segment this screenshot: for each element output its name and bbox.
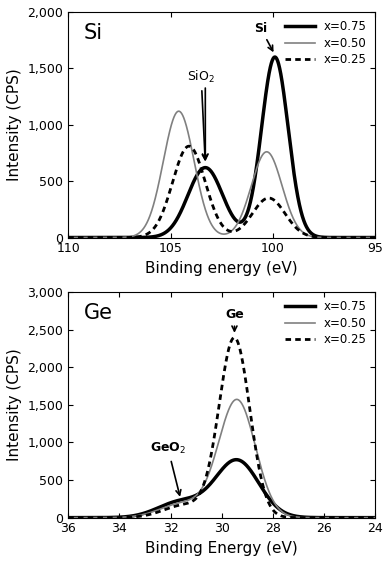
x=0.75 — [197, 490, 202, 497]
x=0.75 — [184, 495, 188, 502]
x=0.50 — [373, 514, 378, 521]
x=0.25 — [101, 234, 106, 241]
x=0.25 — [334, 514, 339, 521]
x=0.25 — [334, 234, 339, 241]
x=0.75 — [119, 234, 124, 241]
x=0.25 — [373, 234, 378, 241]
Text: GeO$_2$: GeO$_2$ — [150, 441, 186, 495]
x=0.75 — [367, 234, 372, 241]
Text: Ge: Ge — [83, 303, 113, 323]
x=0.25 — [197, 491, 202, 498]
x=0.25 — [367, 514, 372, 521]
x=0.50 — [197, 489, 202, 495]
x=0.75 — [334, 234, 339, 241]
x=0.75 — [66, 514, 71, 521]
Line: x=0.50: x=0.50 — [68, 399, 375, 517]
x=0.25 — [66, 514, 71, 521]
Y-axis label: Intensity (CPS): Intensity (CPS) — [7, 348, 22, 461]
x=0.75 — [334, 514, 339, 521]
x=0.25 — [197, 159, 202, 166]
x=0.75 — [119, 513, 124, 520]
Text: Si: Si — [254, 21, 273, 51]
x=0.25 — [184, 144, 188, 151]
x=0.25 — [184, 501, 188, 507]
x=0.25 — [119, 514, 124, 521]
Line: x=0.75: x=0.75 — [68, 459, 375, 517]
X-axis label: Binding Energy (eV): Binding Energy (eV) — [145, 541, 298, 556]
x=0.50 — [367, 514, 372, 521]
x=0.50 — [334, 514, 339, 521]
x=0.75 — [101, 234, 106, 241]
x=0.50 — [101, 234, 106, 241]
Text: SiO$_2$: SiO$_2$ — [187, 69, 215, 159]
x=0.50 — [197, 183, 202, 190]
Line: x=0.50: x=0.50 — [68, 111, 375, 238]
x=0.75 — [373, 234, 378, 241]
x=0.25 — [119, 234, 124, 241]
x=0.50 — [176, 108, 181, 115]
x=0.50 — [101, 514, 106, 521]
x=0.25 — [367, 234, 372, 241]
x=0.50 — [66, 234, 71, 241]
X-axis label: Binding energy (eV): Binding energy (eV) — [145, 261, 298, 276]
x=0.75 — [197, 168, 202, 175]
x=0.75 — [373, 514, 378, 521]
Line: x=0.25: x=0.25 — [68, 338, 375, 517]
x=0.50 — [119, 514, 124, 521]
Line: x=0.25: x=0.25 — [68, 146, 375, 238]
x=0.25 — [66, 234, 71, 241]
Legend: x=0.75, x=0.50, x=0.25: x=0.75, x=0.50, x=0.25 — [283, 18, 369, 69]
Legend: x=0.75, x=0.50, x=0.25: x=0.75, x=0.50, x=0.25 — [283, 298, 369, 348]
x=0.50 — [184, 122, 188, 128]
x=0.50 — [66, 514, 71, 521]
x=0.75 — [273, 53, 277, 60]
x=0.50 — [234, 396, 239, 403]
Text: Si: Si — [83, 23, 103, 43]
x=0.75 — [101, 514, 106, 521]
x=0.50 — [184, 498, 188, 504]
Y-axis label: Intensity (CPS): Intensity (CPS) — [7, 68, 22, 181]
x=0.75 — [66, 234, 71, 241]
x=0.50 — [367, 234, 372, 241]
x=0.25 — [232, 334, 237, 341]
x=0.25 — [101, 514, 106, 521]
x=0.25 — [373, 514, 378, 521]
x=0.25 — [187, 143, 191, 150]
Text: Ge: Ge — [225, 307, 244, 331]
x=0.75 — [367, 514, 372, 521]
x=0.50 — [119, 234, 124, 241]
x=0.75 — [184, 196, 188, 203]
Line: x=0.75: x=0.75 — [68, 57, 375, 238]
x=0.50 — [373, 234, 378, 241]
x=0.75 — [234, 456, 239, 463]
x=0.50 — [334, 234, 339, 241]
